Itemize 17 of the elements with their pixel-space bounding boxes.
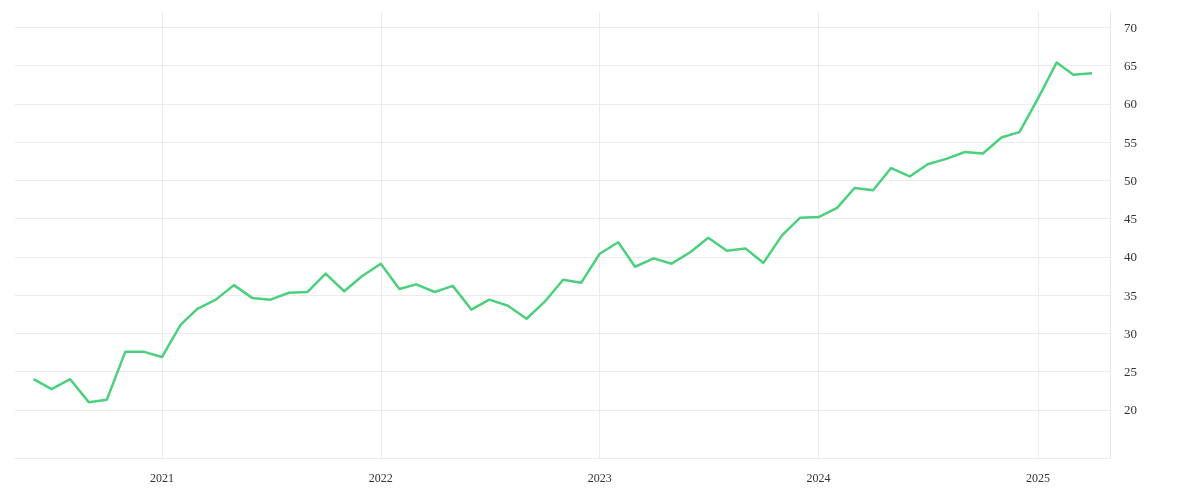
y-tick-label: 60 bbox=[1124, 96, 1137, 112]
y-tick-label: 65 bbox=[1124, 58, 1137, 74]
y-tick-label: 70 bbox=[1124, 19, 1137, 35]
y-tick-label: 30 bbox=[1124, 325, 1137, 341]
line-series bbox=[32, 61, 1094, 404]
y-tick-label: 40 bbox=[1124, 249, 1137, 265]
y-tick-label: 20 bbox=[1124, 402, 1137, 418]
x-tick-label: 2025 bbox=[1026, 471, 1051, 485]
y-tick-label: 55 bbox=[1124, 134, 1137, 150]
x-tick-label: 2024 bbox=[806, 471, 831, 485]
x-tick-label: 2021 bbox=[149, 471, 174, 485]
y-tick-label: 45 bbox=[1124, 211, 1137, 227]
y-tick-label: 50 bbox=[1124, 172, 1137, 188]
x-tick-label: 2022 bbox=[368, 471, 393, 485]
y-tick-label: 35 bbox=[1124, 287, 1137, 303]
y-tick-label: 25 bbox=[1124, 364, 1137, 380]
x-tick-label: 2023 bbox=[587, 471, 612, 485]
